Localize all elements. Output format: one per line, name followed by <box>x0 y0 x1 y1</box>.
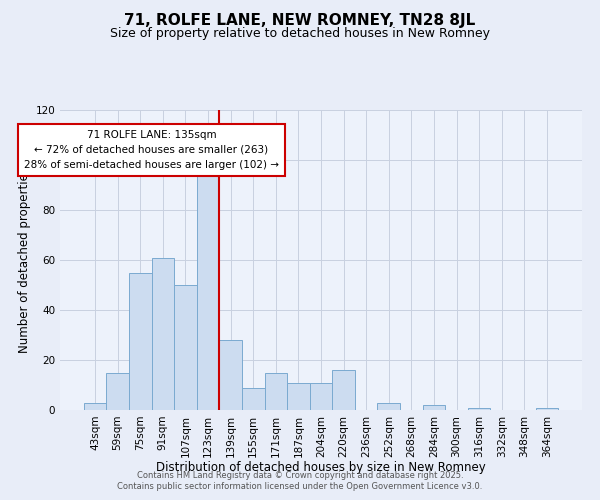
Bar <box>84 402 106 410</box>
X-axis label: Distribution of detached houses by size in New Romney: Distribution of detached houses by size … <box>156 461 486 474</box>
Bar <box>332 370 355 410</box>
Bar <box>197 175 220 410</box>
Text: Contains public sector information licensed under the Open Government Licence v3: Contains public sector information licen… <box>118 482 482 491</box>
Text: 71 ROLFE LANE: 135sqm
← 72% of detached houses are smaller (263)
28% of semi-det: 71 ROLFE LANE: 135sqm ← 72% of detached … <box>24 130 279 170</box>
Bar <box>377 402 400 410</box>
Bar <box>287 382 310 410</box>
Text: Size of property relative to detached houses in New Romney: Size of property relative to detached ho… <box>110 28 490 40</box>
Y-axis label: Number of detached properties: Number of detached properties <box>18 167 31 353</box>
Bar <box>152 258 174 410</box>
Bar <box>468 408 490 410</box>
Bar <box>129 272 152 410</box>
Bar <box>310 382 332 410</box>
Bar <box>106 372 129 410</box>
Bar <box>242 388 265 410</box>
Bar <box>536 408 558 410</box>
Text: 71, ROLFE LANE, NEW ROMNEY, TN28 8JL: 71, ROLFE LANE, NEW ROMNEY, TN28 8JL <box>124 12 476 28</box>
Bar <box>422 405 445 410</box>
Bar <box>220 340 242 410</box>
Bar <box>265 372 287 410</box>
Text: Contains HM Land Registry data © Crown copyright and database right 2025.: Contains HM Land Registry data © Crown c… <box>137 471 463 480</box>
Bar <box>174 285 197 410</box>
